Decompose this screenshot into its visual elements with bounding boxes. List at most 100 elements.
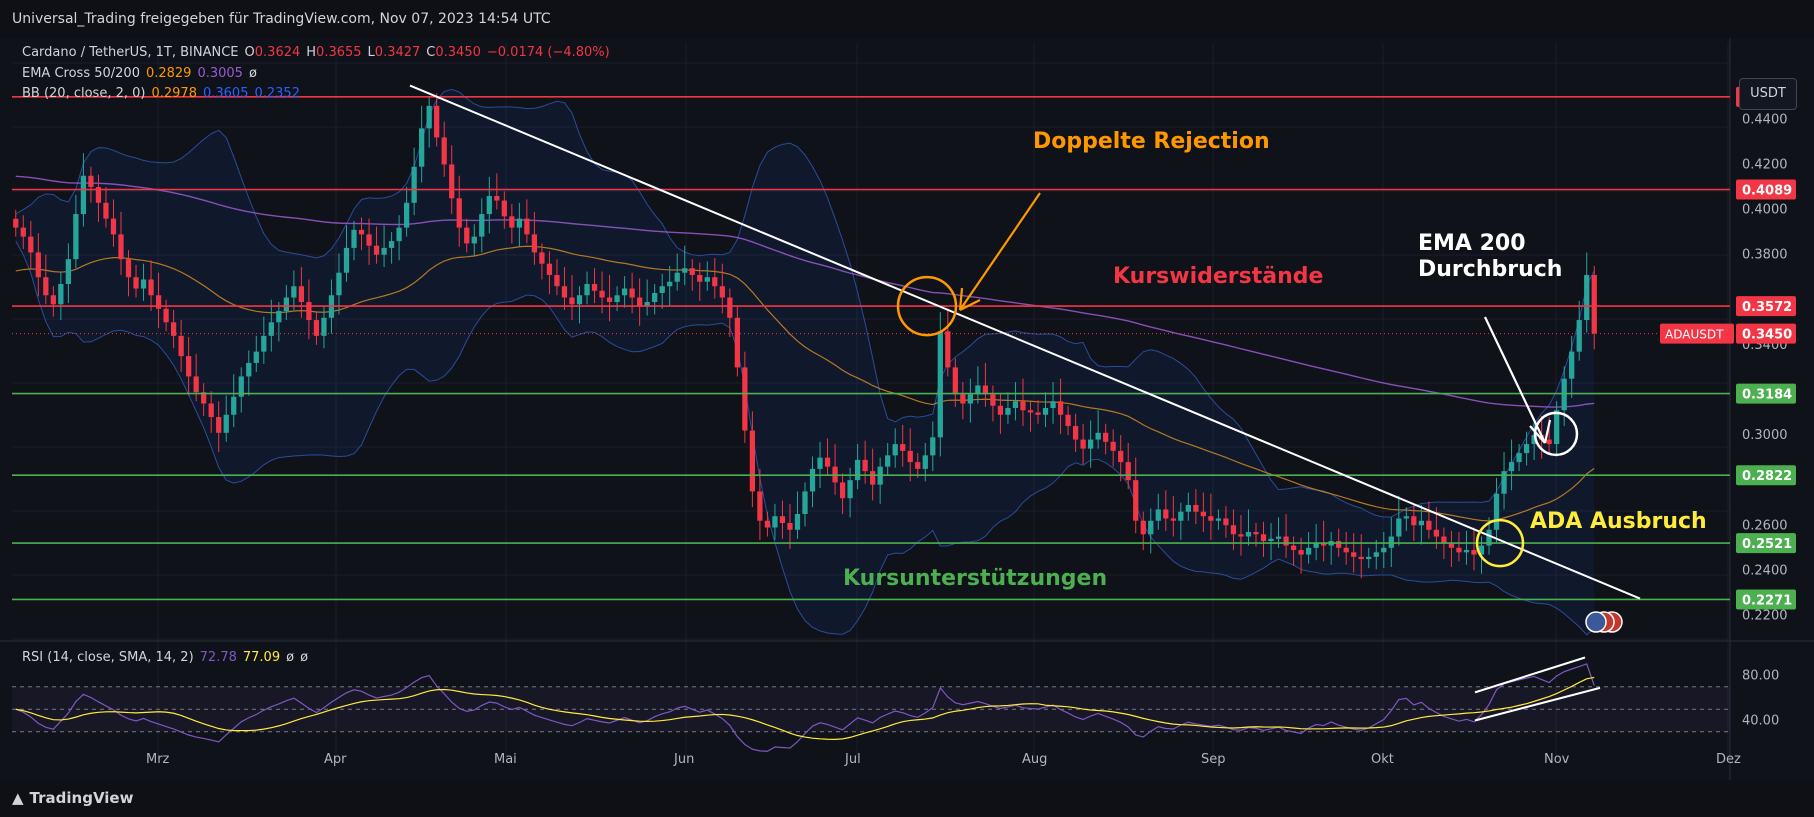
legend-open: 0.3624	[254, 45, 301, 60]
time-tick-label: Apr	[324, 752, 347, 767]
candle-body	[208, 403, 214, 418]
ema-200-line	[15, 175, 1595, 408]
candle-body	[674, 272, 680, 282]
candle-body	[35, 252, 41, 278]
candle-body	[381, 247, 387, 255]
candle-body	[1501, 471, 1507, 494]
candle-body	[118, 234, 124, 260]
candle-body	[1388, 536, 1394, 548]
tradingview-logo[interactable]: ▲ TradingView	[12, 789, 133, 807]
candle-body	[373, 245, 380, 255]
legend-low: 0.3427	[374, 45, 421, 60]
candle-body	[216, 417, 222, 433]
support-badge: 0.3184	[1742, 388, 1792, 403]
annotation-ada-breakout: ADA Ausbruch	[1530, 509, 1707, 534]
candle-body	[847, 480, 853, 499]
candle-body	[28, 236, 34, 253]
candle-body	[802, 491, 808, 514]
candle-body	[606, 297, 613, 303]
candle-body	[1133, 480, 1139, 521]
candle-body	[742, 367, 748, 431]
candle-body	[712, 277, 718, 287]
candle-body	[1381, 547, 1387, 553]
price-chart-svg[interactable]: Doppelte Rejection Kurswiderstände EMA 200…	[0, 38, 1814, 780]
chart-pane[interactable]: Doppelte Rejection Kurswiderstände EMA 200…	[0, 38, 1814, 780]
candle-body	[952, 367, 958, 395]
support-badge-bg	[1736, 383, 1796, 404]
rsi-trend-upper	[1474, 656, 1586, 694]
candle-body	[1418, 520, 1424, 526]
candle-body	[659, 286, 665, 293]
candle-body	[900, 444, 906, 451]
candle-body	[1253, 532, 1259, 535]
legend-main: Cardano / TetherUS, 1T, BINANCE O0.3624 H 0…	[22, 45, 616, 60]
candle-body	[682, 268, 688, 273]
candle-body	[1185, 504, 1191, 512]
share-header-text: Universal_Trading freigegeben für Tradin…	[12, 11, 551, 27]
candle-body	[268, 322, 274, 336]
candle-body	[524, 218, 530, 235]
candle-body	[1358, 556, 1364, 560]
candle-body	[1260, 534, 1267, 542]
candle-body	[854, 459, 861, 481]
ada-breakout-circle	[1475, 518, 1525, 568]
candle-body	[1148, 520, 1154, 535]
candle-body	[238, 376, 244, 397]
annotation-ema-line1: EMA 200	[1418, 231, 1526, 256]
candle-body	[261, 335, 267, 352]
candle-body	[201, 392, 207, 404]
candle-body	[396, 227, 402, 242]
candle-body	[1005, 408, 1011, 415]
legend-symbol: Cardano / TetherUS, 1T, BINANCE	[22, 45, 239, 60]
candle-body	[922, 455, 928, 469]
price-tick-label: 0.2400	[1742, 563, 1788, 578]
legend-h-label: H	[306, 45, 317, 60]
candle-body	[1486, 529, 1492, 546]
candle-body	[1516, 453, 1522, 463]
candle-body	[1238, 534, 1244, 537]
candle-body	[170, 322, 177, 336]
legend-bb-up: 0.3605	[202, 86, 249, 101]
legend-bb: BB (20, close, 2, 0) 0.2978 0.3605 0.2352	[22, 86, 306, 101]
candle-body	[1463, 550, 1470, 553]
candle-body	[140, 279, 147, 289]
legend-rsi-label: RSI (14, close, SMA, 14, 2)	[22, 650, 194, 665]
candle-body	[1245, 532, 1252, 537]
candle-body	[1448, 543, 1455, 548]
candle-body	[403, 202, 410, 228]
candle-body	[644, 302, 650, 307]
last-price-badge: 0.3450	[1742, 328, 1792, 343]
legend-ema-label: EMA Cross 50/200	[22, 66, 140, 81]
currency-button[interactable]: USDT	[1739, 78, 1797, 110]
legend-bb-label: BB (20, close, 2, 0)	[22, 86, 146, 101]
symbol-badge-label: ADAUSDT	[1665, 328, 1724, 342]
candle-body	[997, 405, 1004, 415]
candle-body	[456, 198, 462, 228]
price-tick-label: 0.3000	[1742, 428, 1788, 443]
candle-body	[155, 295, 162, 309]
candle-body	[65, 259, 72, 284]
candle-body	[1155, 509, 1161, 521]
price-tick-label: 0.4400	[1742, 112, 1788, 127]
candle-body	[419, 128, 425, 167]
candle-body	[629, 288, 635, 298]
candle-body	[569, 297, 575, 305]
candle-body	[1471, 550, 1477, 555]
candle-body	[1103, 432, 1109, 442]
candle-body	[779, 516, 786, 523]
candle-body	[975, 385, 981, 395]
legend-o-label: O	[244, 45, 255, 60]
candle-body	[336, 272, 342, 296]
candle-body	[1125, 462, 1131, 481]
candle-body	[426, 105, 432, 129]
candle-body	[621, 288, 628, 296]
rsi-tick-label: 40.00	[1742, 714, 1779, 729]
candle-body	[1215, 518, 1222, 521]
candle-body	[1554, 410, 1560, 445]
candle-body	[892, 444, 898, 456]
candle-body	[20, 227, 26, 237]
price-tick-label: 0.2200	[1742, 608, 1788, 623]
candle-body	[449, 164, 455, 199]
candle-body	[1080, 439, 1086, 449]
